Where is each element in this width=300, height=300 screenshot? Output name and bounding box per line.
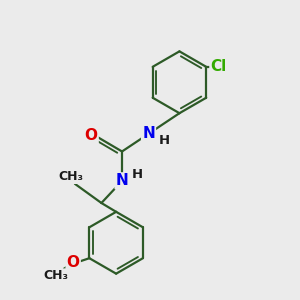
Text: H: H [132, 168, 143, 181]
Text: N: N [142, 126, 155, 141]
Text: H: H [158, 134, 169, 147]
Text: O: O [67, 255, 80, 270]
Text: N: N [116, 173, 128, 188]
Text: CH₃: CH₃ [43, 269, 68, 282]
Text: O: O [85, 128, 98, 143]
Text: CH₃: CH₃ [58, 170, 83, 183]
Text: Cl: Cl [211, 59, 227, 74]
